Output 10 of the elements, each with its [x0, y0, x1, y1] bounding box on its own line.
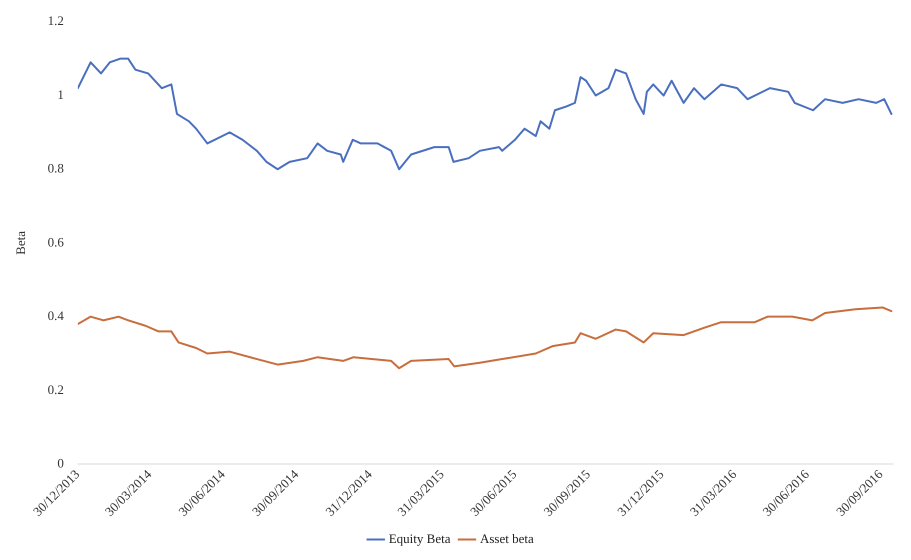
- y-tick-label: 0: [57, 456, 64, 471]
- legend-label: Equity Beta: [388, 530, 451, 546]
- y-tick-label: 1: [57, 86, 64, 102]
- y-tick-label: 0.4: [48, 308, 64, 324]
- y-tick-label: 0.2: [48, 382, 64, 397]
- y-tick-label: 0.6: [48, 234, 64, 250]
- legend-label: Asset beta: [480, 530, 534, 546]
- y-tick-label: 0.8: [48, 160, 64, 176]
- y-tick-label: 1.2: [48, 13, 64, 28]
- y-axis-title: Beta: [13, 230, 28, 255]
